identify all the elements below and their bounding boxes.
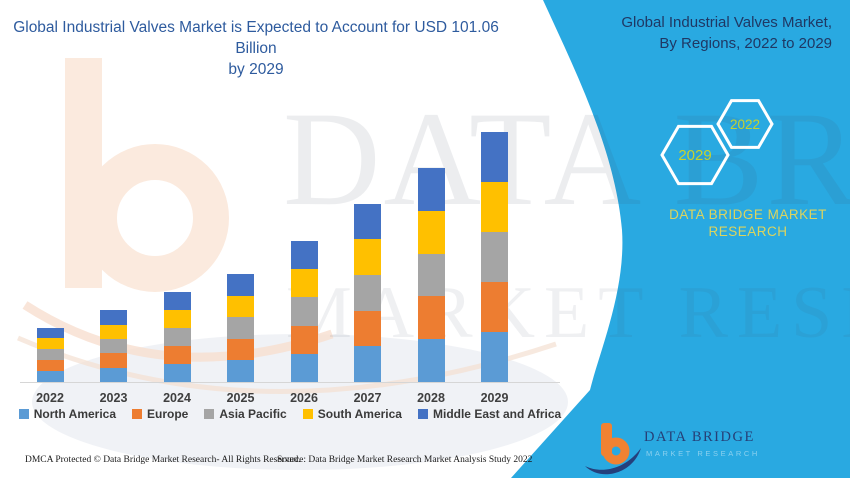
- x-axis-label-2022: 2022: [36, 391, 64, 405]
- bar-segment-europe-2027: [354, 310, 381, 347]
- side-panel-title-line1: Global Industrial Valves Market,: [621, 14, 832, 31]
- bar-segment-asia-pacific-2028: [417, 253, 445, 297]
- panel-brand-line1: DATA BRIDGE MARKET: [669, 207, 827, 222]
- legend-swatch-middle-east-and-africa-icon: [417, 409, 428, 419]
- x-axis-label-2029: 2029: [480, 391, 509, 405]
- footer-logo-subtitle: MARKET RESEARCH: [646, 449, 760, 458]
- bar-segment-asia-pacific-2024: [163, 327, 191, 346]
- bar-segment-north-america-2027: [354, 346, 381, 382]
- chart-legend: North America Europe Asia Pacific South Ame…: [18, 407, 562, 421]
- legend-item-asia-pacific: Asia Pacific: [204, 407, 287, 421]
- bar-segment-south-america-2026: [290, 269, 318, 298]
- bar-segment-middle-east-and-africa-2026: [290, 240, 318, 270]
- bar-segment-europe-2025: [227, 338, 254, 361]
- legend-item-north-america: North America: [18, 407, 117, 421]
- bar-segment-south-america-2027: [354, 239, 381, 276]
- bar-segment-north-america-2025: [227, 360, 254, 382]
- bar-segment-middle-east-and-africa-2029: [481, 132, 508, 183]
- legend-label-north-america: North America: [33, 407, 117, 421]
- legend-item-europe: Europe: [132, 407, 188, 421]
- hexagon-2029-label: 2029: [678, 147, 711, 164]
- bar-segment-europe-2028: [417, 296, 445, 340]
- bar-segment-north-america-2028: [417, 339, 445, 382]
- page-title: Global Industrial Valves Market is Expec…: [10, 17, 502, 80]
- bar-segment-asia-pacific-2025: [227, 317, 254, 339]
- bar-segment-europe-2022: [36, 360, 64, 372]
- year-hexagons: 2029 2022: [660, 99, 774, 186]
- x-axis-line: [20, 382, 560, 383]
- bar-segment-middle-east-and-africa-2025: [227, 274, 254, 296]
- bar-segment-asia-pacific-2029: [481, 232, 508, 283]
- legend-label-asia-pacific: Asia Pacific: [219, 407, 287, 421]
- bar-segment-middle-east-and-africa-2022: [36, 327, 64, 339]
- x-axis-label-2024: 2024: [163, 391, 191, 405]
- bar-segment-south-america-2025: [227, 295, 254, 318]
- footer-source-text: Source: Data Bridge Market Research Mark…: [277, 455, 533, 465]
- legend-swatch-europe-icon: [132, 409, 143, 419]
- bar-segment-asia-pacific-2027: [354, 275, 381, 311]
- panel-brand-text: DATA BRIDGE MARKET RESEARCH: [650, 206, 846, 240]
- watermark-logo-b-icon: [17, 58, 557, 394]
- bar-segment-south-america-2022: [36, 338, 64, 350]
- bar-segment-middle-east-and-africa-2023: [100, 310, 127, 325]
- bar-segment-south-america-2023: [100, 324, 127, 339]
- footer-logo-swoosh-icon: [585, 448, 641, 475]
- side-panel-title-line2: By Regions, 2022 to 2029: [659, 35, 832, 52]
- legend-swatch-north-america-icon: [18, 409, 29, 419]
- bar-segment-europe-2024: [163, 345, 191, 364]
- footer-dmca-text: DMCA Protected © Data Bridge Market Rese…: [25, 455, 301, 465]
- bar-segment-north-america-2023: [100, 367, 127, 382]
- legend-label-europe: Europe: [147, 407, 189, 421]
- legend-label-middle-east-and-africa: Middle East and Africa: [432, 407, 562, 421]
- footer-logo-brand: DATA BRIDGE: [644, 429, 755, 445]
- page-title-line2: by 2029: [228, 61, 284, 78]
- x-axis-label-2028: 2028: [417, 391, 445, 405]
- hexagon-2022-label: 2022: [730, 117, 760, 132]
- x-axis-label-2025: 2025: [226, 391, 255, 405]
- page-title-line1: Global Industrial Valves Market is Expec…: [13, 19, 499, 57]
- hexagon-2022-badge: [716, 99, 774, 149]
- bar-segment-north-america-2022: [36, 371, 64, 382]
- bar-segment-asia-pacific-2022: [36, 349, 64, 361]
- bar-segment-middle-east-and-africa-2024: [163, 291, 191, 310]
- side-panel-background: [511, 0, 850, 478]
- bar-segment-north-america-2029: [481, 332, 508, 382]
- bar-segment-asia-pacific-2023: [100, 338, 127, 354]
- bar-segment-europe-2023: [100, 353, 127, 368]
- legend-swatch-south-america-icon: [302, 409, 313, 419]
- bar-segment-europe-2029: [481, 282, 508, 333]
- legend-swatch-asia-pacific-icon: [204, 409, 215, 419]
- bar-segment-north-america-2026: [290, 353, 318, 382]
- bar-segment-asia-pacific-2026: [290, 297, 318, 326]
- side-panel-title: Global Industrial Valves Market, By Regi…: [580, 12, 832, 54]
- bar-segment-middle-east-and-africa-2027: [354, 203, 381, 240]
- x-axis-label-2023: 2023: [99, 391, 128, 405]
- bar-segment-europe-2026: [290, 325, 318, 354]
- legend-item-south-america: South America: [302, 407, 402, 421]
- x-axis-label-2026: 2026: [290, 391, 318, 405]
- legend-label-south-america: South America: [317, 407, 402, 421]
- panel-brand-line2: RESEARCH: [708, 224, 788, 239]
- bar-segment-south-america-2029: [481, 182, 508, 233]
- bar-segment-south-america-2028: [417, 210, 445, 254]
- x-axis-label-2027: 2027: [353, 391, 382, 405]
- legend-item-middle-east-and-africa: Middle East and Africa: [417, 407, 562, 421]
- hexagon-2029-badge: [660, 124, 730, 186]
- footer-logo-b-icon: [585, 423, 641, 475]
- bar-segment-south-america-2024: [163, 309, 191, 328]
- bar-segment-middle-east-and-africa-2028: [417, 167, 445, 211]
- bar-segment-north-america-2024: [163, 363, 191, 382]
